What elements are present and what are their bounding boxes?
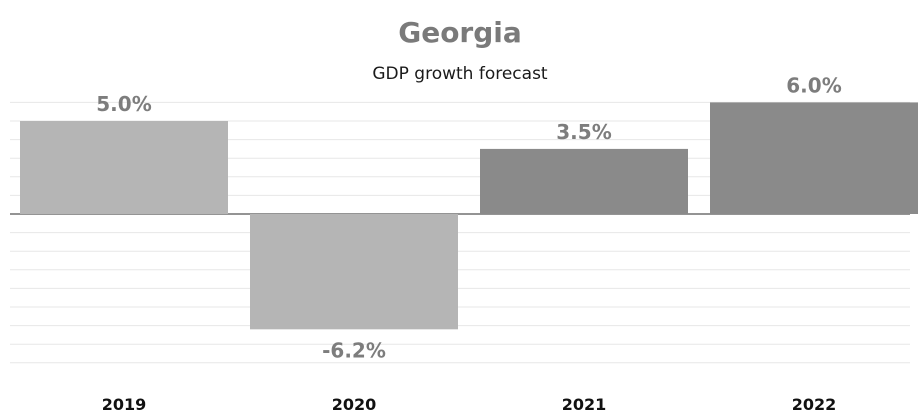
x-tick-label-2020: 2020 <box>332 395 377 414</box>
bar-2022 <box>710 102 918 214</box>
data-label-2020: -6.2% <box>322 338 386 362</box>
bar-2021 <box>480 148 688 214</box>
data-label-2019: 5.0% <box>96 92 151 116</box>
data-label-2021: 3.5% <box>556 120 611 144</box>
x-tick-label-2019: 2019 <box>102 395 147 414</box>
data-labels: 5.0% -6.2% 3.5% 6.0% <box>96 73 841 362</box>
data-label-2022: 6.0% <box>786 73 841 97</box>
x-tick-label-2021: 2021 <box>562 395 607 414</box>
category-axis-labels: 2019 2020 2021 2022 <box>102 395 837 414</box>
chart-subtitle: GDP growth forecast <box>372 64 548 84</box>
x-tick-label-2022: 2022 <box>792 395 837 414</box>
bar-series <box>20 102 918 330</box>
chart-title: Georgia <box>398 16 522 49</box>
bar-2020 <box>250 214 458 330</box>
bar-2019 <box>20 121 228 214</box>
